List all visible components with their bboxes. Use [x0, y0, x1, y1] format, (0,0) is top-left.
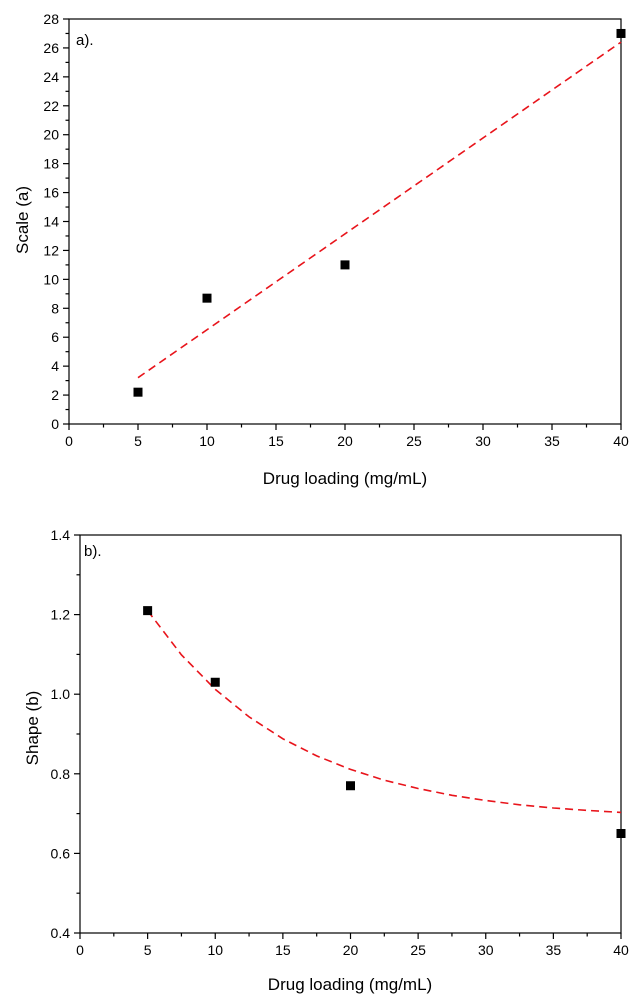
y-tick-label-a: 0 — [51, 416, 59, 432]
x-axis-title-a: Drug loading (mg/mL) — [263, 469, 427, 488]
y-tick-label-a: 12 — [43, 242, 59, 258]
y-tick-label-b: 1.2 — [51, 607, 71, 623]
x-tick-label-b: 35 — [546, 942, 562, 958]
x-tick-label-a: 15 — [268, 433, 284, 449]
y-tick-label-a: 4 — [51, 358, 59, 374]
panel-label-b: b). — [84, 543, 102, 560]
y-axis-title-a: Scale (a) — [13, 186, 32, 254]
data-point-a — [616, 28, 626, 38]
data-point-b — [143, 606, 153, 616]
fit-line-b — [146, 610, 622, 814]
data-point-b — [210, 677, 220, 687]
x-tick-label-b: 0 — [76, 942, 84, 958]
y-tick-label-a: 10 — [43, 271, 59, 287]
y-tick-label-b: 0.4 — [51, 925, 71, 941]
y-tick-label-a: 18 — [43, 156, 59, 172]
x-tick-label-b: 40 — [613, 942, 629, 958]
plot-frame-a — [68, 18, 622, 425]
data-point-b — [616, 829, 626, 838]
y-tick-label-a: 16 — [43, 185, 59, 201]
x-tick-label-a: 40 — [613, 433, 629, 449]
plot-frame-b — [79, 534, 622, 934]
fit-line-a — [137, 41, 622, 379]
y-tick-label-a: 8 — [51, 300, 59, 316]
x-tick-label-a: 20 — [337, 433, 353, 449]
y-tick-label-a: 28 — [43, 11, 59, 27]
x-tick-label-b: 5 — [144, 942, 152, 958]
y-tick-label-a: 20 — [43, 127, 59, 143]
data-point-a — [133, 387, 143, 397]
y-tick-label-a: 26 — [43, 40, 59, 56]
y-tick-label-b: 1.0 — [51, 686, 71, 702]
x-tick-label-a: 25 — [406, 433, 422, 449]
x-tick-label-b: 25 — [410, 942, 426, 958]
data-point-a — [202, 293, 212, 303]
y-tick-label-b: 0.6 — [51, 845, 71, 861]
x-tick-label-a: 10 — [199, 433, 215, 449]
x-tick-label-b: 20 — [343, 942, 359, 958]
x-tick-label-a: 30 — [475, 433, 491, 449]
chart-panel-a: a). Drug loading (mg/mL) Scale (a) 0 5 10 1… — [13, 11, 629, 488]
chart-panel-b: b). Drug loading (mg/mL) Shape (b) 0 5 10 1… — [23, 527, 629, 994]
x-tick-label-a: 0 — [65, 433, 73, 449]
x-tick-label-a: 35 — [544, 433, 560, 449]
panel-label-a: a). — [76, 32, 94, 49]
y-tick-label-a: 2 — [51, 387, 59, 403]
y-axis-title-b: Shape (b) — [23, 691, 42, 766]
y-tick-label-a: 24 — [43, 69, 59, 85]
data-point-a — [340, 260, 350, 270]
y-tick-label-a: 22 — [43, 98, 59, 114]
x-axis-title-b: Drug loading (mg/mL) — [268, 975, 432, 994]
x-tick-label-a: 5 — [134, 433, 142, 449]
x-tick-label-b: 10 — [207, 942, 223, 958]
x-tick-label-b: 15 — [275, 942, 291, 958]
y-tick-label-b: 0.8 — [51, 766, 71, 782]
data-point-b — [346, 781, 355, 791]
x-tick-label-b: 30 — [478, 942, 494, 958]
y-tick-label-a: 6 — [51, 329, 59, 345]
y-tick-label-a: 14 — [43, 214, 59, 230]
y-tick-label-b: 1.4 — [51, 527, 71, 543]
